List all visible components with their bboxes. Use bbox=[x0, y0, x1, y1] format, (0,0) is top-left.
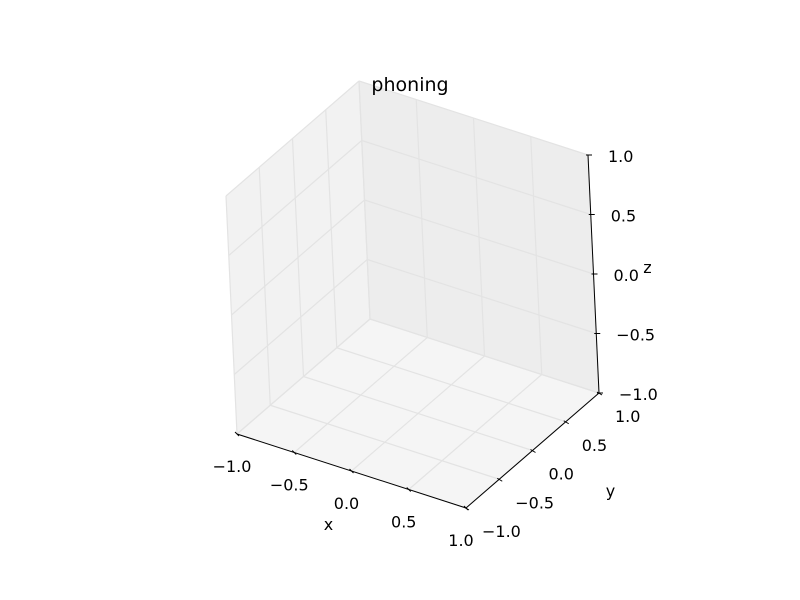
panes bbox=[226, 81, 599, 508]
z-gridline-left bbox=[225, 80, 360, 197]
z-axis-label: z bbox=[643, 258, 651, 277]
y-tick-label: −0.5 bbox=[515, 493, 554, 512]
y-tick bbox=[530, 449, 536, 453]
z-tick-label: 0.0 bbox=[614, 266, 639, 285]
z-gridline-left bbox=[236, 318, 371, 435]
x-axis-label: x bbox=[324, 515, 333, 534]
z-gridline-left bbox=[228, 140, 363, 256]
x-tick bbox=[406, 487, 412, 492]
x-tick bbox=[291, 450, 297, 455]
y-tick bbox=[463, 506, 470, 511]
y-gridline-floor bbox=[270, 404, 500, 480]
z-tick-label: 0.5 bbox=[611, 207, 636, 226]
x-tick-label: 0.0 bbox=[334, 494, 359, 513]
z-gridline-back bbox=[364, 199, 594, 275]
x-tick bbox=[234, 431, 240, 437]
x-tick-label: 1.0 bbox=[448, 531, 473, 550]
z-gridline-back bbox=[367, 258, 597, 335]
x-tick-label: −1.0 bbox=[213, 457, 252, 476]
y-tick-label: 0.0 bbox=[549, 465, 574, 484]
z-tick-label: −1.0 bbox=[619, 385, 658, 404]
z-gridline-left bbox=[231, 199, 365, 316]
chart-title: phoning bbox=[371, 74, 448, 96]
z-gridline-back bbox=[369, 318, 600, 394]
ticks: −1.0 −0.5 0.0 0.5 1.0 −1.0 −0.5 0.0 0.5 1.0 −1.0 −0… bbox=[213, 147, 658, 550]
z-gridline-back bbox=[358, 80, 589, 156]
x-tick-label: −0.5 bbox=[270, 476, 309, 495]
x-tick-label: 0.5 bbox=[391, 513, 416, 532]
y-tick bbox=[563, 420, 570, 425]
z-gridline-back bbox=[361, 139, 591, 216]
x-tick bbox=[349, 468, 354, 474]
y-gridline-floor bbox=[336, 347, 566, 423]
y-axis-label: y bbox=[606, 482, 615, 501]
y-gridline-floor bbox=[303, 375, 533, 452]
labels: x y z bbox=[324, 258, 652, 534]
y-tick-label: −1.0 bbox=[482, 522, 521, 541]
z-tick-label: −0.5 bbox=[616, 326, 655, 345]
y-tick-label: 0.5 bbox=[582, 436, 607, 455]
z-gridline-left bbox=[233, 259, 368, 375]
y-tick bbox=[496, 477, 503, 482]
y-tick-label: 1.0 bbox=[615, 407, 640, 426]
z-tick-label: 1.0 bbox=[608, 147, 633, 166]
